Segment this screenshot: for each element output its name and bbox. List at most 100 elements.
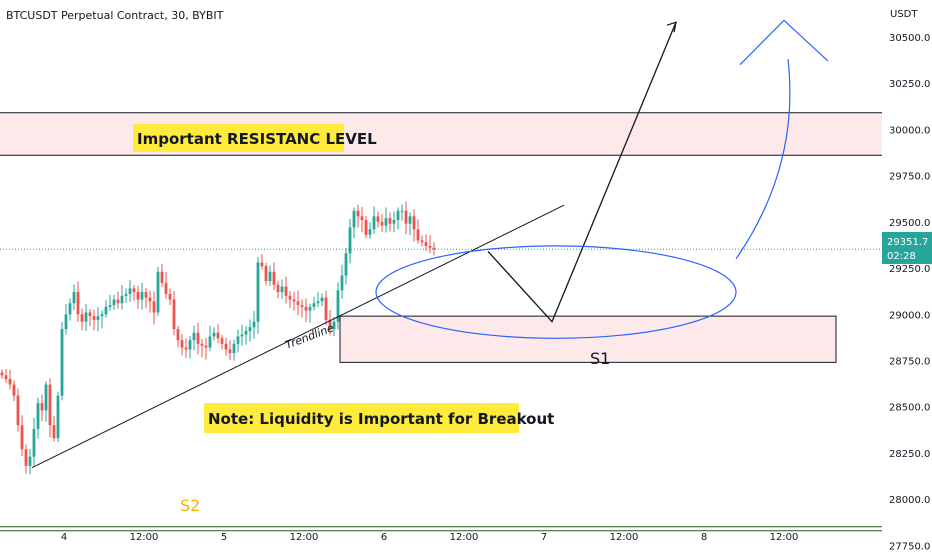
candle-body (228, 349, 232, 354)
candle-body (408, 216, 412, 224)
resistance-label: Important RESISTANC LEVEL (137, 130, 377, 148)
candle-body (0, 372, 4, 376)
candle-body (236, 336, 240, 344)
candle-body (420, 240, 424, 243)
last-price-countdown: 02:28 (887, 251, 916, 262)
candle-body (88, 312, 92, 317)
candle-body (132, 288, 136, 293)
candle-body (108, 305, 112, 307)
candle-body (264, 266, 268, 282)
y-tick-label: 30500.0 (889, 33, 930, 44)
candle-body (252, 321, 256, 328)
candle-body (28, 456, 32, 466)
projection-arrow-head (666, 21, 677, 33)
y-tick-label: 28750.0 (889, 357, 930, 368)
candle-body (276, 284, 280, 293)
y-tick-label: 30250.0 (889, 79, 930, 90)
candle-body (144, 292, 148, 298)
candle-body (136, 292, 140, 300)
candle-body (140, 292, 144, 300)
y-tick-label: 30000.0 (889, 125, 930, 136)
candle-body (400, 210, 404, 212)
candle-body (340, 275, 344, 291)
candle-body (80, 314, 84, 322)
y-tick-label: 29000.0 (889, 310, 930, 321)
candle-body (128, 288, 132, 294)
zones-layer (0, 112, 882, 532)
candle-body (296, 301, 300, 306)
candle-body (188, 340, 192, 350)
x-axis[interactable]: 4 12:00 5 12:00 6 12:00 7 12:00 8 12:00 (61, 532, 799, 543)
candle-body (364, 220, 368, 235)
candle-body (180, 340, 184, 348)
y-tick-label: 28250.0 (889, 449, 930, 460)
y-tick-label: 28000.0 (889, 495, 930, 506)
candle-body (292, 299, 296, 302)
y-axis-unit: USDT (890, 9, 918, 20)
candle-body (40, 403, 44, 411)
candle-body (220, 338, 224, 344)
last-price-tag: 29351.7 02:28 (882, 232, 932, 264)
candle-body (432, 247, 436, 250)
x-tick-label: 4 (61, 532, 67, 543)
candles-layer (0, 201, 436, 475)
candle-body (120, 295, 124, 304)
candle-body (148, 297, 152, 302)
candle-body (316, 301, 320, 304)
candle-body (328, 319, 332, 330)
candle-body (368, 229, 372, 235)
x-tick-label: 5 (221, 532, 227, 543)
candle-body (216, 332, 220, 339)
candle-body (16, 395, 20, 426)
candle-body (64, 314, 68, 330)
y-tick-label: 28500.0 (889, 403, 930, 414)
candle-body (156, 271, 160, 313)
candle-body (96, 316, 100, 320)
candle-body (76, 292, 80, 315)
x-tick-label: 12:00 (450, 532, 479, 543)
resistance-zone (0, 112, 882, 156)
candle-body (200, 343, 204, 346)
candle-body (72, 292, 76, 304)
candle-body (324, 297, 328, 320)
candle-body (256, 262, 260, 322)
candle-body (208, 336, 212, 348)
candle-body (412, 216, 416, 230)
candle-body (52, 425, 56, 439)
trendline (31, 204, 565, 469)
candle-body (308, 306, 312, 311)
chart-title: BTCUSDT Perpetual Contract, 30, BYBIT (6, 9, 224, 22)
candle-body (280, 286, 284, 293)
candle-body (300, 305, 304, 307)
projection-arrow (487, 21, 677, 323)
candle-body (284, 286, 288, 296)
candle-body (124, 293, 128, 296)
candle-body (36, 403, 40, 429)
candle-body (312, 303, 316, 307)
candle-body (344, 253, 348, 276)
candle-body (268, 271, 272, 282)
note-label-bg (204, 403, 519, 433)
candle-body (260, 262, 264, 267)
candle-body (212, 332, 216, 337)
note-label: Note: Liquidity is Important for Breakou… (208, 410, 554, 428)
x-tick-label: 6 (381, 532, 387, 543)
candle-body (288, 295, 292, 300)
y-axis[interactable]: 30500.0 30250.0 30000.0 29750.0 29500.0 29250… (889, 33, 930, 552)
candle-body (424, 242, 428, 246)
candle-body (336, 290, 340, 322)
candle-body (196, 332, 200, 344)
y-tick-label: 29500.0 (889, 218, 930, 229)
candle-body (388, 218, 392, 224)
candle-body (396, 210, 400, 220)
liquidity-ellipse (375, 245, 737, 339)
candle-body (172, 299, 176, 330)
candle-body (8, 378, 12, 385)
candle-body (224, 343, 228, 350)
candle-body (192, 332, 196, 341)
blue-breakout-curve (735, 59, 791, 260)
candle-body (24, 449, 28, 466)
candle-body (248, 327, 252, 331)
